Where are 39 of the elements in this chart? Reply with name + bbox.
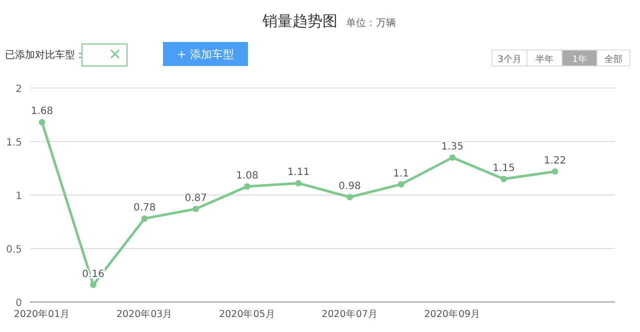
data-label: 0.98	[338, 181, 361, 192]
text: + 添加车型	[177, 48, 234, 61]
point	[500, 176, 507, 182]
chart-subtitle: 单位：万辆	[346, 17, 396, 29]
y-tick-label: 1.5	[6, 138, 22, 148]
data-label: 1.15	[492, 162, 515, 174]
data-label: 1.35	[441, 142, 464, 153]
text: 半年	[536, 54, 554, 65]
chart-title: 销量趋势图	[262, 12, 338, 30]
text: 已添加对比车型：	[5, 49, 85, 61]
point	[90, 282, 96, 288]
data-label: 1.1	[393, 168, 410, 180]
point	[398, 181, 404, 188]
x-tick-label: 2020年01月	[14, 308, 70, 320]
x-tick-label: 2020年05月	[219, 308, 276, 320]
text: 3个月	[498, 54, 522, 65]
point	[141, 215, 148, 222]
x-tick-label: 2020年07月	[322, 308, 378, 320]
data-label: 1.68	[30, 106, 54, 118]
point	[552, 168, 558, 175]
data-label: 1.22	[544, 155, 566, 166]
y-tick-label: 1	[16, 191, 22, 202]
point	[449, 154, 456, 161]
point	[295, 180, 302, 186]
point	[192, 206, 200, 212]
data-label: 1.08	[236, 170, 258, 182]
point	[244, 183, 250, 190]
y-tick-label: 0	[16, 298, 22, 309]
point	[346, 194, 353, 200]
text: 全部	[604, 54, 622, 65]
point	[38, 119, 46, 126]
data-label: 1.11	[287, 167, 310, 178]
x-tick-label: 2020年09月	[424, 308, 481, 320]
y-tick-label: 2	[16, 84, 22, 95]
x-tick-label: 2020年03月	[116, 308, 173, 320]
data-label: 0.87	[184, 192, 208, 204]
data-label: 0.78	[133, 202, 156, 214]
y-tick-label: 0.5	[6, 244, 22, 256]
text: 1年	[572, 54, 587, 65]
